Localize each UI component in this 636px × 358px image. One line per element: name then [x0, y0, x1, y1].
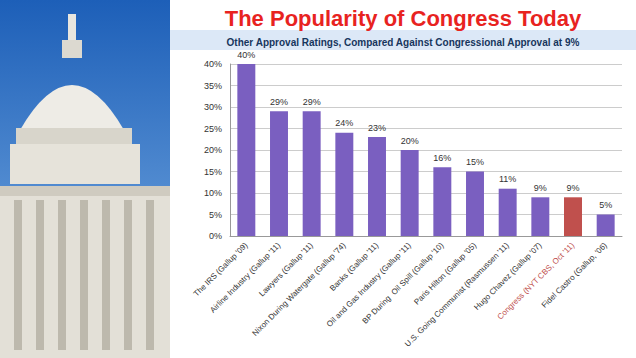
svg-text:29%: 29% [303, 97, 321, 107]
svg-text:29%: 29% [270, 97, 288, 107]
svg-text:35%: 35% [204, 81, 222, 91]
svg-text:Airline Industry (Gallup '11): Airline Industry (Gallup '11) [208, 240, 283, 315]
svg-text:Fidel Castro (Gallup, '06): Fidel Castro (Gallup, '06) [540, 241, 609, 310]
svg-text:15%: 15% [466, 157, 484, 167]
svg-text:The IRS (Gallup '09): The IRS (Gallup '09) [192, 241, 250, 299]
svg-text:Hugo Chavez (Gallup '07): Hugo Chavez (Gallup '07) [472, 240, 544, 312]
svg-text:Other Approval Ratings, Compar: Other Approval Ratings, Compared Against… [227, 37, 580, 48]
svg-text:16%: 16% [433, 153, 451, 163]
svg-text:Nixon During Watergate (Gallup: Nixon During Watergate (Gallup '74) [250, 240, 348, 338]
svg-text:11%: 11% [499, 174, 516, 184]
svg-text:BP During Oil Spill (Gallup '1: BP During Oil Spill (Gallup '10) [360, 240, 446, 326]
svg-text:The Popularity of Congress Tod: The Popularity of Congress Today [225, 6, 582, 31]
svg-text:20%: 20% [401, 136, 419, 146]
svg-text:9%: 9% [566, 183, 579, 193]
svg-text:30%: 30% [204, 102, 222, 112]
svg-text:24%: 24% [335, 118, 353, 128]
svg-text:0%: 0% [209, 231, 222, 241]
svg-text:25%: 25% [204, 124, 222, 134]
svg-text:5%: 5% [599, 200, 612, 210]
svg-text:40%: 40% [237, 50, 255, 60]
svg-text:Paris Hilton (Gallup '05): Paris Hilton (Gallup '05) [412, 241, 478, 307]
svg-text:Oil and Gas Industry (Gallup ': Oil and Gas Industry (Gallup '11) [324, 240, 413, 329]
svg-text:15%: 15% [204, 167, 222, 177]
svg-text:10%: 10% [204, 188, 222, 198]
svg-text:20%: 20% [204, 145, 222, 155]
svg-text:40%: 40% [204, 59, 222, 69]
svg-text:23%: 23% [368, 123, 386, 133]
svg-text:Banks (Gallup '11): Banks (Gallup '11) [328, 240, 381, 293]
svg-text:U.S. Going Communist (Rasmusse: U.S. Going Communist (Rasmussen '11) [403, 240, 511, 349]
svg-text:5%: 5% [209, 210, 222, 220]
svg-text:Congress (NYT CBS, Oct '11): Congress (NYT CBS, Oct '11) [495, 240, 577, 322]
svg-text:9%: 9% [534, 183, 547, 193]
svg-text:Lawyers (Gallup '11): Lawyers (Gallup '11) [257, 241, 315, 299]
